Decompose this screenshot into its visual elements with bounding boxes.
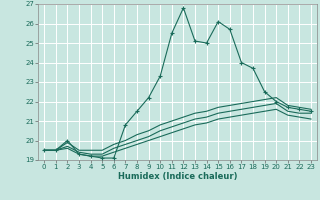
- X-axis label: Humidex (Indice chaleur): Humidex (Indice chaleur): [118, 172, 237, 181]
